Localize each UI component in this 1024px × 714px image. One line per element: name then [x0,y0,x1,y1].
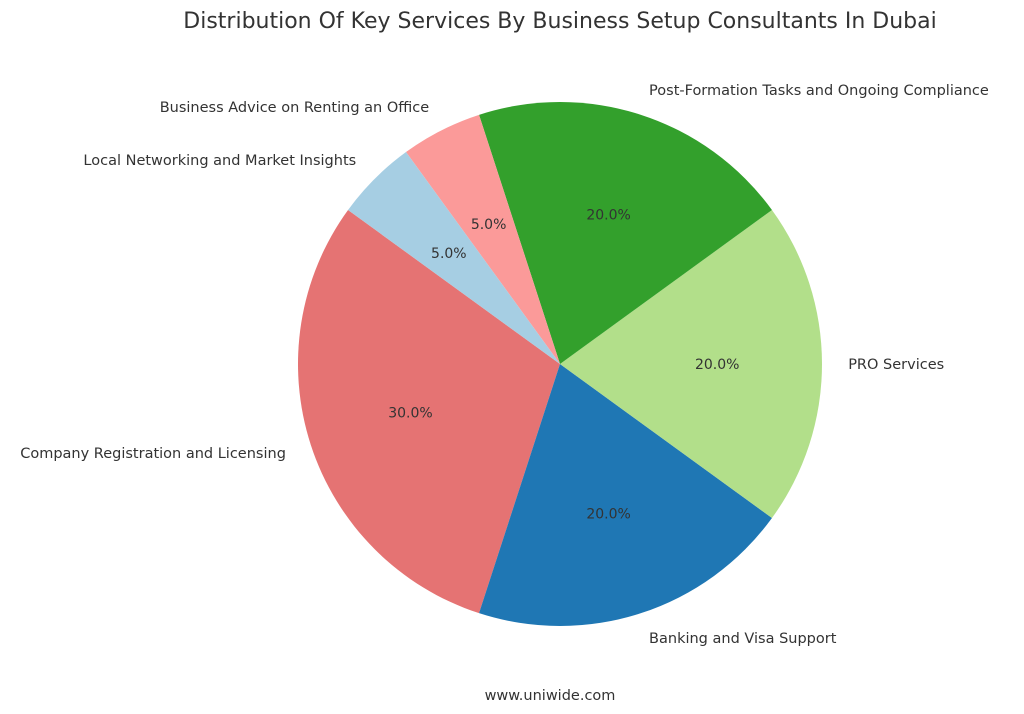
pie-percent-label: 30.0% [388,406,432,422]
pie-category-label: Company Registration and Licensing [20,446,286,462]
pie-slice-local-networking-and-market-insights [348,152,560,364]
pie-percent-label: 5.0% [471,217,507,233]
pie-slice-pro-services [560,210,822,518]
pie-slices [298,101,822,627]
pie-percent-label: 20.0% [695,357,739,373]
pie-percent-label: 20.0% [586,507,630,523]
pie-slice-company-registration-and-licensing [298,210,560,614]
pie-slice-post-formation-tasks-and-ongoing-compliance [479,101,772,365]
chart-title: Distribution Of Key Services By Business… [183,9,936,34]
pie-percent-label: 20.0% [586,207,630,223]
pie-category-label: Local Networking and Market Insights [83,153,356,169]
pie-category-label: Business Advice on Renting an Office [160,100,430,116]
source-footer: www.uniwide.com [485,688,616,704]
pie-slice-business-advice-on-renting-an-office [406,114,560,364]
pie-category-label: Banking and Visa Support [649,631,837,647]
pie-labels: 30.0% Company Registration and Licensing 2… [20,83,989,647]
pie-category-label: PRO Services [848,357,944,373]
pie-category-label: Post-Formation Tasks and Ongoing Complia… [649,83,989,99]
pie-percent-label: 5.0% [431,246,467,262]
pie-slice-banking-and-visa-support [479,364,772,627]
